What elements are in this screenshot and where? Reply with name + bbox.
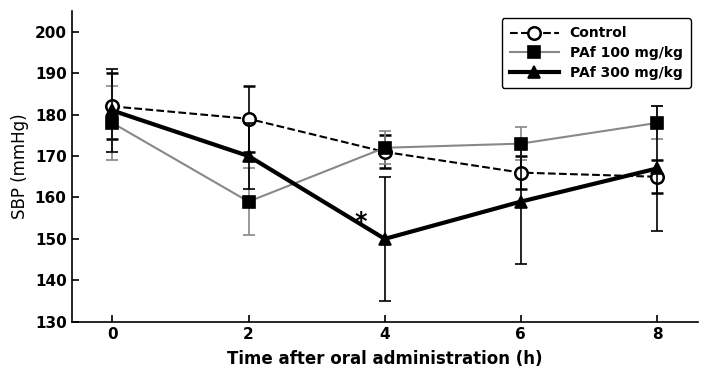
Y-axis label: SBP (mmHg): SBP (mmHg): [11, 114, 29, 219]
X-axis label: Time after oral administration (h): Time after oral administration (h): [227, 350, 542, 368]
Text: *: *: [354, 210, 367, 234]
Legend: Control, PAf 100 mg/kg, PAf 300 mg/kg: Control, PAf 100 mg/kg, PAf 300 mg/kg: [502, 18, 691, 88]
